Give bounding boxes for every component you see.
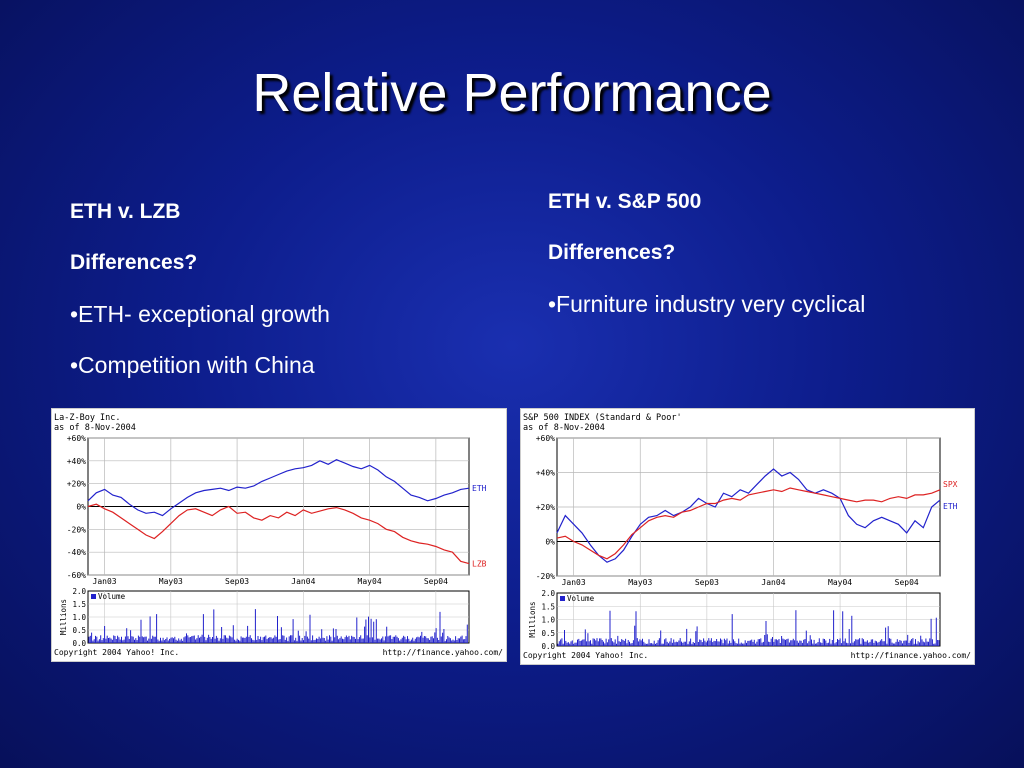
chart1-footer-source: http://finance.yahoo.com/ <box>383 648 504 657</box>
chart1-x-tick-label: Jan03 <box>93 577 117 586</box>
chart1-volume-tick-label: 1.0 <box>72 613 86 622</box>
chart1-volume-legend-label: Volume <box>98 592 126 601</box>
chart1-series-eth-line <box>87 459 470 517</box>
left-heading: ETH v. LZB <box>70 200 181 223</box>
chart1-y-tick-label: +60% <box>67 434 86 443</box>
chart2-x-tick-label: Jan04 <box>761 578 785 587</box>
chart2-series-eth-line <box>556 468 941 563</box>
chart-eth-vs-lzb-svg: La-Z-Boy Inc.as of 8-Nov-2004+60% +40% +20… <box>54 413 504 657</box>
right-question: Differences? <box>548 241 676 264</box>
chart2-y-tick-label: -20% <box>536 572 555 581</box>
chart2-footer-source: http://finance.yahoo.com/ <box>851 651 972 660</box>
chart2-volume-ylabel: Millions <box>528 601 537 637</box>
chart1-x-tick-label: May03 <box>159 577 183 586</box>
chart1-series-eth-label: ETH <box>472 484 487 493</box>
chart2-footer-copyright: Copyright 2004 Yahoo! Inc. <box>523 651 648 660</box>
chart1-y-tick-label: +40% <box>67 457 86 466</box>
chart2-x-tick-label: May04 <box>828 578 852 587</box>
chart1-y-tick-label: 0% <box>76 503 86 512</box>
chart1-series-lzb-line <box>87 503 470 565</box>
chart2-x-tick-label: Sep04 <box>895 578 919 587</box>
chart2-header-line-1: S&P 500 INDEX (Standard & Poor' <box>523 413 682 423</box>
left-text-block: ETH v. LZB Differences? •ETH- exceptiona… <box>70 200 330 404</box>
chart1-header-line-1: La-Z-Boy Inc. <box>54 413 121 423</box>
chart1-x-tick-label: Sep04 <box>424 577 448 586</box>
chart2-volume-tick-label: 0.0 <box>541 642 555 651</box>
chart1-x-tick-label: May04 <box>358 577 382 586</box>
chart1-header-line-2: as of 8-Nov-2004 <box>54 423 136 433</box>
chart1-series-lzb-label: LZB <box>472 560 487 569</box>
left-bullet-2: •Competition with China <box>70 352 315 378</box>
chart2-series-spx-line <box>556 487 941 560</box>
left-question: Differences? <box>70 251 198 274</box>
chart-eth-vs-lzb: La-Z-Boy Inc. as of 8-Nov-2004 +60% +40% +20… <box>51 408 507 662</box>
chart-eth-vs-spx-svg: S&P 500 INDEX (Standard & Poor'as of 8-N… <box>523 413 972 660</box>
chart2-y-tick-label: 0% <box>545 538 555 547</box>
chart2-y-tick-label: +40% <box>536 469 555 478</box>
right-bullet-1: •Furniture industry very cyclical <box>548 291 866 317</box>
chart2-volume-legend-label: Volume <box>567 594 595 603</box>
chart1-volume-tick-label: 2.0 <box>72 587 86 596</box>
chart2-header-line-2: as of 8-Nov-2004 <box>523 423 605 433</box>
right-heading: ETH v. S&P 500 <box>548 190 702 213</box>
chart2-x-tick-label: May03 <box>628 578 652 587</box>
chart2-series-eth-label: ETH <box>943 502 958 511</box>
chart2-volume-legend-swatch <box>560 596 565 601</box>
chart2-y-tick-label: +20% <box>536 503 555 512</box>
chart1-x-tick-label: Sep03 <box>225 577 249 586</box>
chart1-volume-tick-label: 0.5 <box>72 626 86 635</box>
chart2-x-tick-label: Sep03 <box>695 578 719 587</box>
right-text-block: ETH v. S&P 500 Differences? •Furniture i… <box>548 190 865 343</box>
chart1-y-tick-label: -40% <box>67 548 86 557</box>
chart2-volume-tick-label: 1.5 <box>541 602 555 611</box>
chart1-volume-legend-swatch <box>91 594 96 599</box>
chart2-series-spx-label: SPX <box>943 480 958 489</box>
chart1-y-tick-label: -60% <box>67 571 86 580</box>
chart2-y-tick-label: +60% <box>536 434 555 443</box>
chart1-x-tick-label: Jan04 <box>291 577 315 586</box>
chart2-volume-tick-label: 2.0 <box>541 589 555 598</box>
chart2-volume-tick-label: 0.5 <box>541 629 555 638</box>
chart2-volume-tick-label: 1.0 <box>541 616 555 625</box>
chart1-volume-tick-label: 0.0 <box>72 639 86 648</box>
chart1-y-tick-label: -20% <box>67 525 86 534</box>
slide-title: Relative Performance <box>252 63 772 123</box>
chart-eth-vs-spx: S&P 500 INDEX (Standard & Poor' as of 8-N… <box>520 408 975 665</box>
chart1-volume-ylabel: Millions <box>59 599 68 635</box>
chart1-footer-copyright: Copyright 2004 Yahoo! Inc. <box>54 648 179 657</box>
chart1-y-tick-label: +20% <box>67 480 86 489</box>
chart1-volume-tick-label: 1.5 <box>72 600 86 609</box>
left-bullet-1: •ETH- exceptional growth <box>70 301 330 327</box>
chart2-x-tick-label: Jan03 <box>562 578 586 587</box>
